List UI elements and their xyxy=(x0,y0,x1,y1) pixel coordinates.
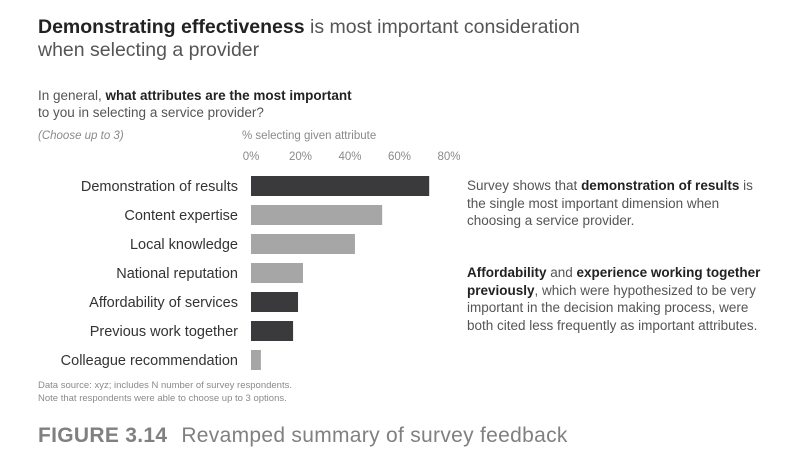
survey-question: In general, what attributes are the most… xyxy=(38,87,458,121)
category-label-local-knowledge: Local knowledge xyxy=(130,237,238,253)
bar-national-reputation xyxy=(251,263,303,283)
bar-previous-work-together xyxy=(251,321,294,341)
category-label-affordability-of-services: Affordability of services xyxy=(89,295,238,311)
source-line-1: Data source: xyz; includes N number of s… xyxy=(38,380,292,391)
annotation-2-bold-2: experience working together previously xyxy=(467,265,761,298)
x-tick-label: 0% xyxy=(243,151,260,163)
x-tick-label: 20% xyxy=(289,151,312,163)
annotation-2: Affordability and experience working tog… xyxy=(467,264,767,334)
figure-number: FIGURE 3.14 xyxy=(38,424,168,447)
chart-title: Demonstrating effectiveness is most impo… xyxy=(38,16,638,62)
annotation-1: Survey shows that demonstration of resul… xyxy=(467,177,767,230)
annotation-2-text-c: , which were hypothesized to be very imp… xyxy=(467,282,758,333)
bar-content-expertise xyxy=(251,205,383,225)
question-prefix: In general, xyxy=(38,88,106,103)
x-tick-label: 60% xyxy=(388,151,411,163)
figure-caption: FIGURE 3.14 Revamped summary of survey fe… xyxy=(38,424,568,448)
x-tick-label: 80% xyxy=(437,151,460,163)
choose-note: (Choose up to 3) xyxy=(38,130,124,142)
title-bold: Demonstrating effectiveness xyxy=(38,16,305,38)
annotation-2-bold-1: Affordability xyxy=(467,265,547,280)
axis-title: % selecting given attribute xyxy=(242,130,377,142)
annotation-1-text-a: Survey shows that xyxy=(467,178,582,193)
bar-demonstration-of-results xyxy=(251,176,430,196)
bar-affordability-of-services xyxy=(251,292,299,312)
category-label-previous-work-together: Previous work together xyxy=(90,324,238,340)
title-rest: is most important consideration xyxy=(304,16,580,38)
question-rest: to you in selecting a service provider? xyxy=(38,105,264,120)
annotation-1-bold: demonstration of results xyxy=(581,178,740,193)
bar-local-knowledge xyxy=(251,234,355,254)
bar-colleague-recommendation xyxy=(251,350,261,370)
data-source-note: Data source: xyz; includes N number of s… xyxy=(38,380,438,405)
category-label-demonstration-of-results: Demonstration of results xyxy=(81,179,238,195)
figure-caption-text: Revamped summary of survey feedback xyxy=(181,424,568,447)
category-label-content-expertise: Content expertise xyxy=(124,208,238,224)
annotation-1-text-c: is the single most important dimension w… xyxy=(467,178,753,228)
source-line-2: Note that respondents were able to choos… xyxy=(38,392,287,404)
title-line2: when selecting a provider xyxy=(38,39,260,61)
annotation-2-text-a: and xyxy=(546,265,577,280)
x-tick-label: 40% xyxy=(338,151,361,163)
category-label-national-reputation: National reputation xyxy=(116,266,238,282)
category-label-colleague-recommendation: Colleague recommendation xyxy=(61,353,238,369)
question-bold: what attributes are the most important xyxy=(105,88,352,103)
